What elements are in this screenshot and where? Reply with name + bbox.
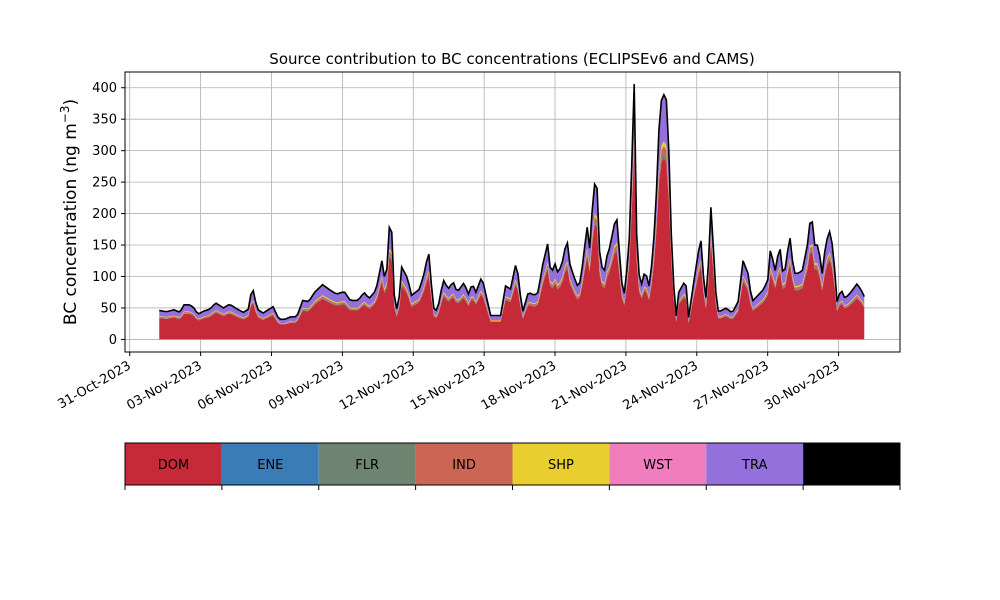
total-line bbox=[159, 83, 865, 321]
x-tick-label: 09-Nov-2023 bbox=[266, 358, 346, 413]
legend-label-flr: FLR bbox=[355, 458, 379, 473]
legend-label-ind: IND bbox=[452, 458, 476, 473]
x-tick-label: 03-Nov-2023 bbox=[124, 358, 204, 413]
area-tra bbox=[159, 83, 865, 324]
legend-label-shp: SHP bbox=[548, 458, 574, 473]
area-dom bbox=[159, 150, 865, 340]
legend-label-wst: WST bbox=[643, 458, 672, 473]
axes-frame bbox=[124, 71, 901, 353]
plot-area: 0 50 100 150 200 250 300 350 400 31-Oct-202303-No… bbox=[55, 71, 901, 413]
legend-colorbar: DOM ENE FLR IND SHP WST TRA BB bbox=[124, 442, 901, 490]
legend-swatch-shp bbox=[512, 443, 610, 485]
chart-title: Source contribution to BC concentrations… bbox=[269, 50, 754, 68]
legend-swatch-tra bbox=[706, 443, 804, 485]
y-tick-label: 100 bbox=[92, 270, 117, 285]
legend-label-dom: DOM bbox=[158, 458, 189, 473]
y-tick-label: 150 bbox=[92, 239, 117, 254]
y-tick-label: 350 bbox=[92, 113, 117, 128]
x-tick-label: 21-Nov-2023 bbox=[550, 358, 630, 413]
legend-label-ene: ENE bbox=[257, 458, 283, 473]
legend-swatch-ene bbox=[221, 443, 319, 485]
legend-label-bb: BB bbox=[843, 458, 861, 473]
y-tick-label: 300 bbox=[92, 144, 117, 159]
x-tick-label: 15-Nov-2023 bbox=[408, 358, 488, 413]
legend-swatch-dom bbox=[125, 443, 222, 485]
x-tick-label: 12-Nov-2023 bbox=[337, 358, 417, 413]
y-tick-label: 400 bbox=[92, 81, 117, 96]
y-tick-label: 0 bbox=[109, 333, 117, 348]
legend-swatch-bb bbox=[803, 443, 900, 485]
x-tick-label: 31-Oct-2023 bbox=[55, 358, 133, 412]
legend-label-tra: TRA bbox=[741, 458, 767, 473]
y-tick-label: 250 bbox=[92, 176, 117, 191]
legend-swatch-flr bbox=[318, 443, 416, 485]
x-tick-label: 30-Nov-2023 bbox=[762, 358, 842, 413]
x-tick-label: 27-Nov-2023 bbox=[691, 358, 771, 413]
y-axis-label: BC concentration (ng m−3) bbox=[58, 99, 81, 325]
x-tick-label: 24-Nov-2023 bbox=[621, 358, 701, 413]
legend-swatch-ind bbox=[415, 443, 513, 485]
x-tick-label: 18-Nov-2023 bbox=[479, 358, 559, 413]
y-tick-label: 50 bbox=[100, 301, 117, 316]
y-tick-label: 200 bbox=[92, 207, 117, 222]
x-tick-label: 06-Nov-2023 bbox=[195, 358, 275, 413]
legend-swatch-wst bbox=[609, 443, 707, 485]
